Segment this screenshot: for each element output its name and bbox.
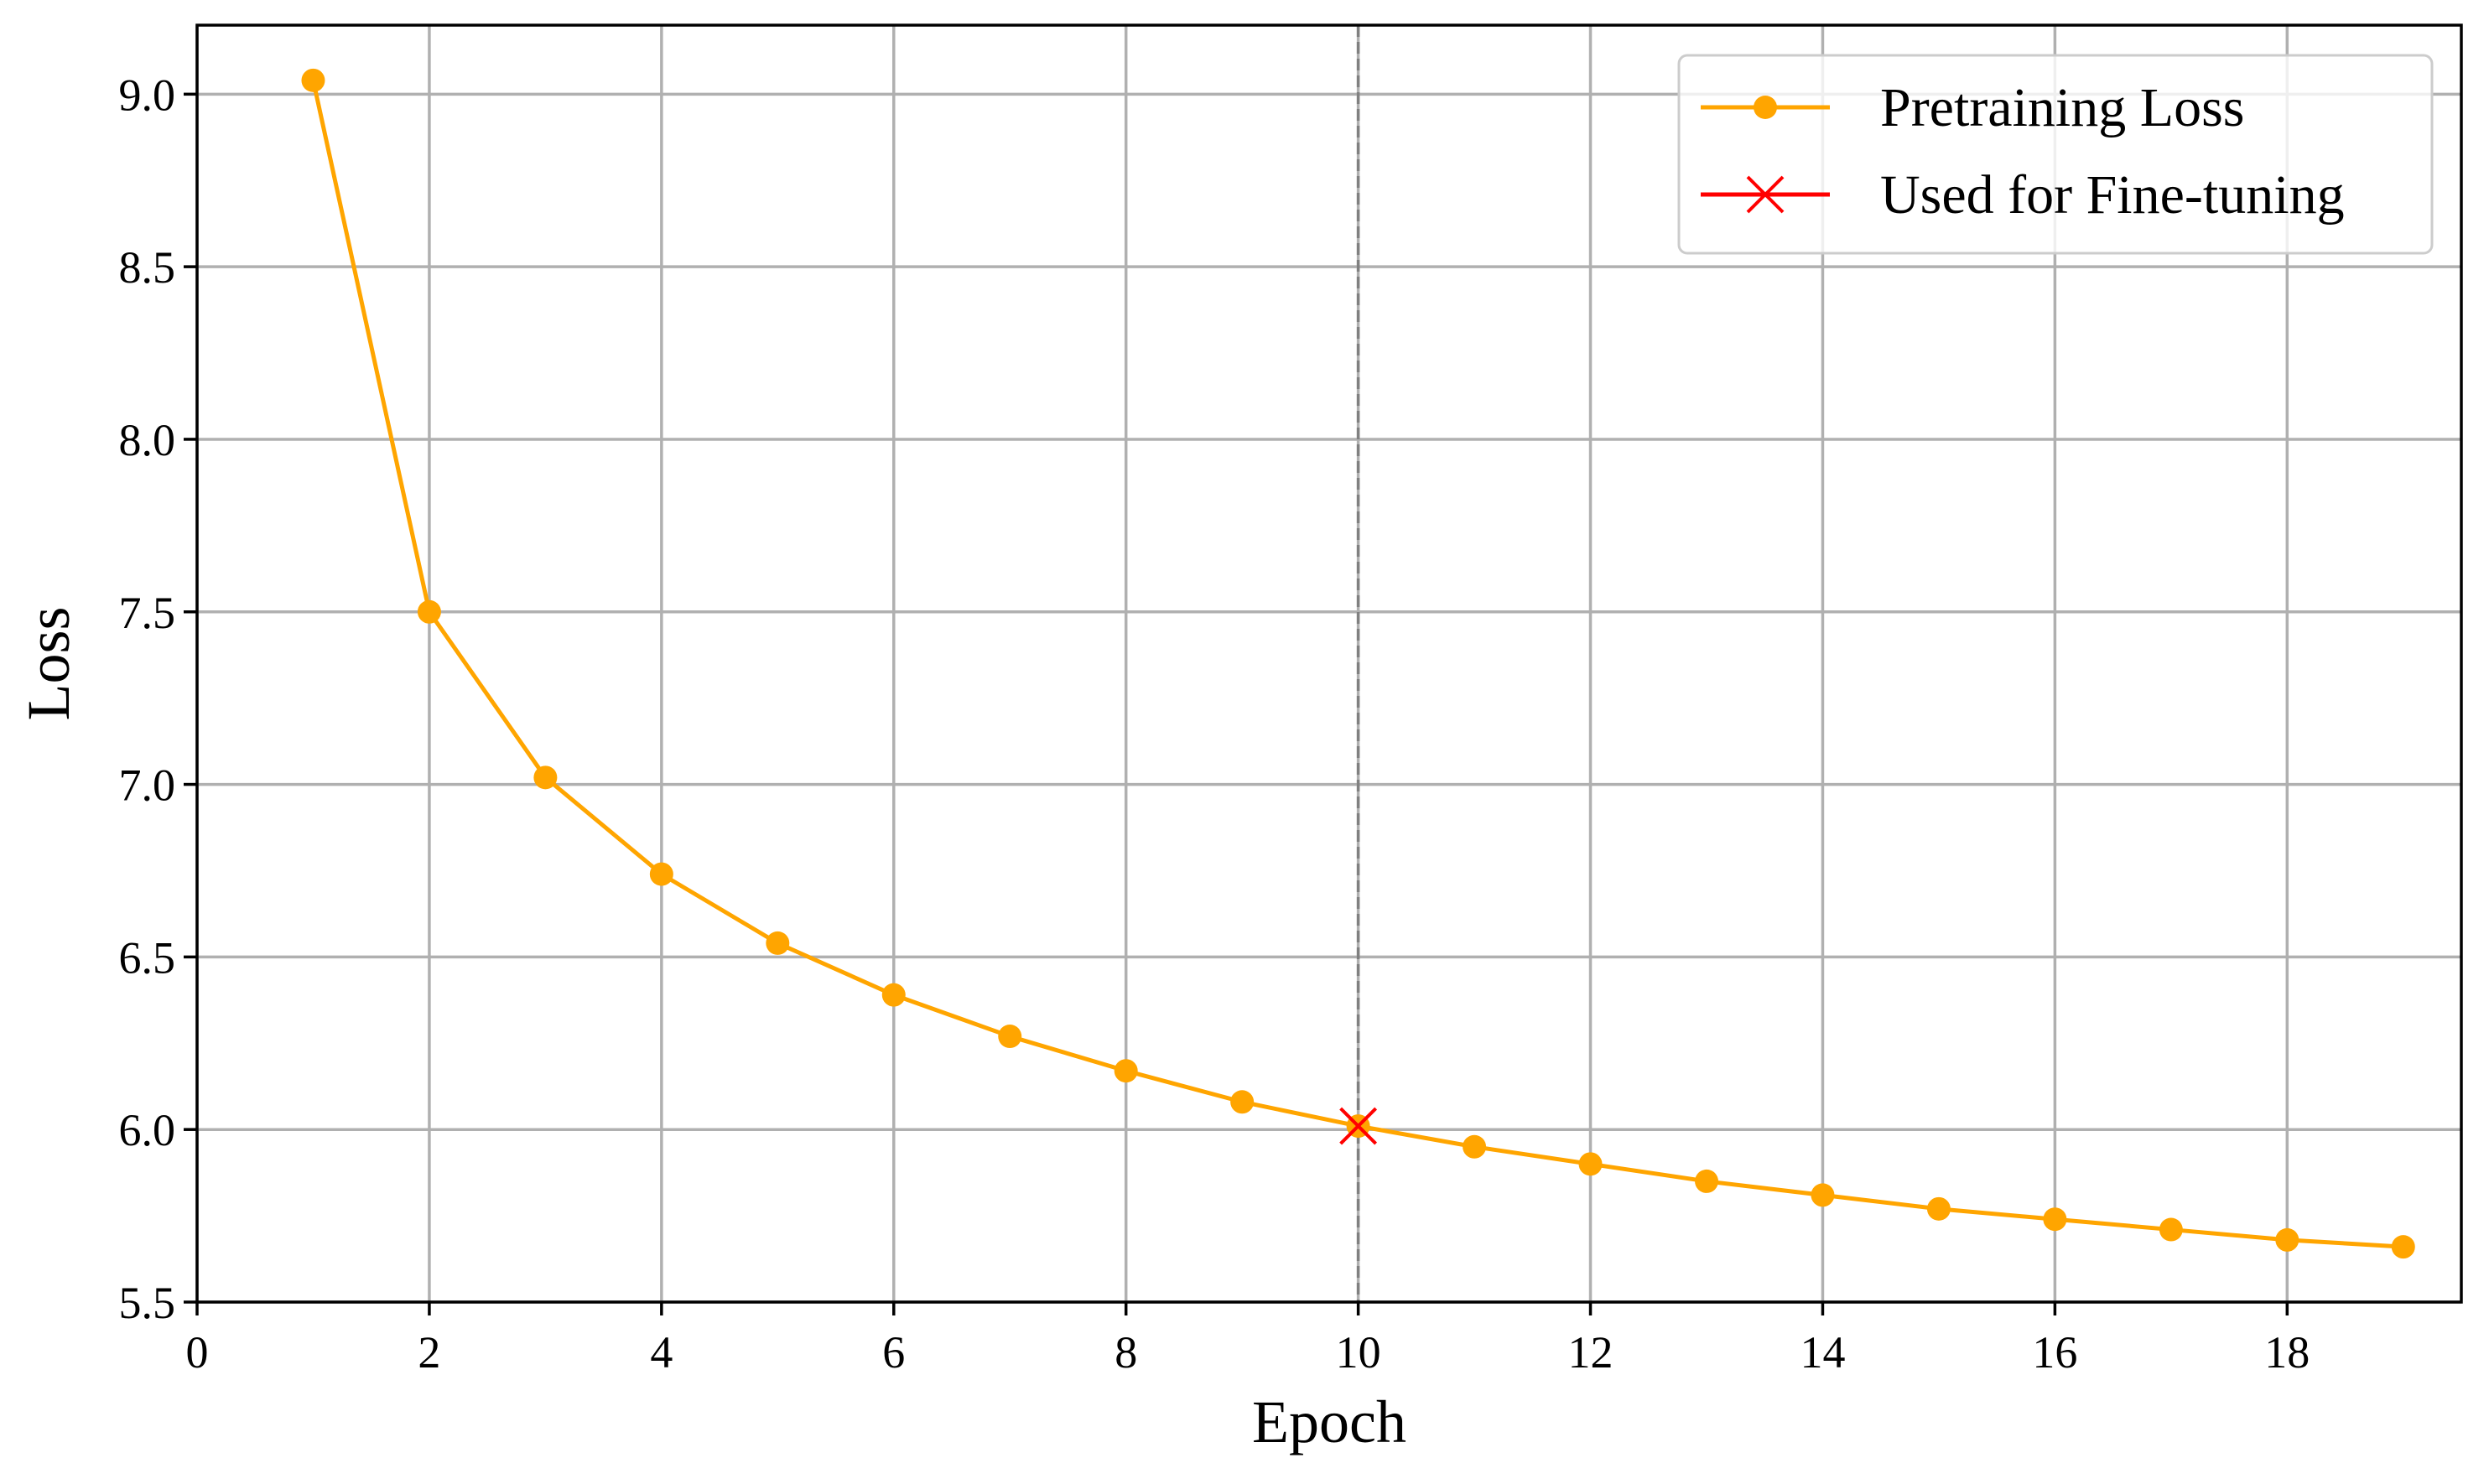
data-point (1811, 1183, 1835, 1207)
data-point (2043, 1207, 2067, 1232)
data-point (301, 68, 325, 92)
x-tick-label: 18 (2264, 1327, 2310, 1378)
data-point (1578, 1152, 1603, 1176)
y-tick-label: 7.5 (119, 588, 176, 638)
legend-item-pretraining-loss: Pretraining Loss (1701, 77, 2244, 138)
data-point (881, 983, 906, 1007)
legend-label: Used for Fine-tuning (1880, 164, 2345, 226)
x-tick-label: 0 (186, 1327, 209, 1378)
fine-tuning-marker (1339, 1107, 1378, 1145)
data-point (2275, 1227, 2299, 1252)
y-tick-label: 7.0 (119, 760, 176, 811)
y-tick-label: 9.0 (119, 70, 176, 120)
x-marker-icon (1746, 175, 1785, 214)
x-axis-label: Epoch (1252, 1388, 1406, 1455)
data-point (1463, 1134, 1487, 1159)
x-axis-ticks: 0 2 4 6 8 10 12 14 16 18 (186, 1302, 2310, 1378)
data-point (1114, 1059, 1138, 1083)
y-tick-label: 5.5 (119, 1278, 176, 1328)
x-tick-label: 14 (1800, 1327, 1845, 1378)
x-tick-label: 8 (1115, 1327, 1137, 1378)
y-tick-label: 6.0 (119, 1105, 176, 1155)
legend-box (1677, 54, 2434, 255)
plot-frame (195, 23, 2463, 1304)
x-tick-label: 12 (1568, 1327, 1613, 1378)
data-point (766, 931, 790, 955)
data-point (2391, 1235, 2415, 1259)
data-point (649, 862, 673, 886)
data-point (1695, 1169, 1718, 1193)
y-tick-label: 8.0 (119, 415, 176, 465)
pretraining-loss-markers (301, 68, 2415, 1259)
legend-label: Pretraining Loss (1880, 77, 2244, 138)
x-tick-label: 10 (1336, 1327, 1381, 1378)
x-marker (1339, 1107, 1378, 1145)
x-tick-label: 6 (882, 1327, 905, 1378)
y-tick-label: 8.5 (119, 242, 176, 293)
y-axis-label: Loss (15, 606, 82, 720)
data-point (998, 1025, 1022, 1049)
x-tick-label: 16 (2032, 1327, 2077, 1378)
y-tick-label: 6.5 (119, 932, 176, 983)
x-tick-label: 4 (650, 1327, 673, 1378)
legend: Pretraining Loss Used for Fine-tuning (1677, 54, 2434, 255)
data-point (417, 599, 441, 624)
data-point (1230, 1090, 1255, 1114)
data-point (1926, 1196, 1951, 1221)
x-tick-label: 2 (418, 1327, 440, 1378)
y-axis-ticks: 5.5 6.0 6.5 7.0 7.5 8.0 8.5 9.0 (119, 70, 197, 1328)
circle-marker-icon (1754, 96, 1777, 119)
data-point (2159, 1217, 2183, 1242)
legend-item-used-for-fine-tuning: Used for Fine-tuning (1701, 164, 2345, 226)
data-point (533, 765, 558, 790)
